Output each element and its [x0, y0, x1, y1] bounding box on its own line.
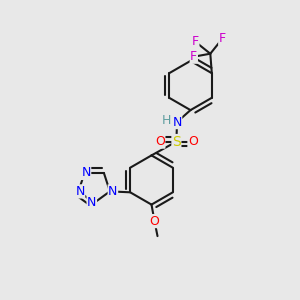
Text: F: F — [219, 32, 226, 45]
Text: F: F — [190, 50, 197, 63]
Text: F: F — [192, 35, 199, 48]
Text: N: N — [108, 185, 118, 198]
Text: N: N — [75, 185, 85, 198]
Text: N: N — [87, 196, 97, 209]
Text: S: S — [172, 135, 181, 148]
Text: O: O — [155, 135, 165, 148]
Text: O: O — [188, 135, 198, 148]
Text: H: H — [162, 114, 171, 127]
Text: O: O — [150, 214, 159, 228]
Text: N: N — [172, 116, 182, 129]
Text: N: N — [81, 167, 91, 179]
